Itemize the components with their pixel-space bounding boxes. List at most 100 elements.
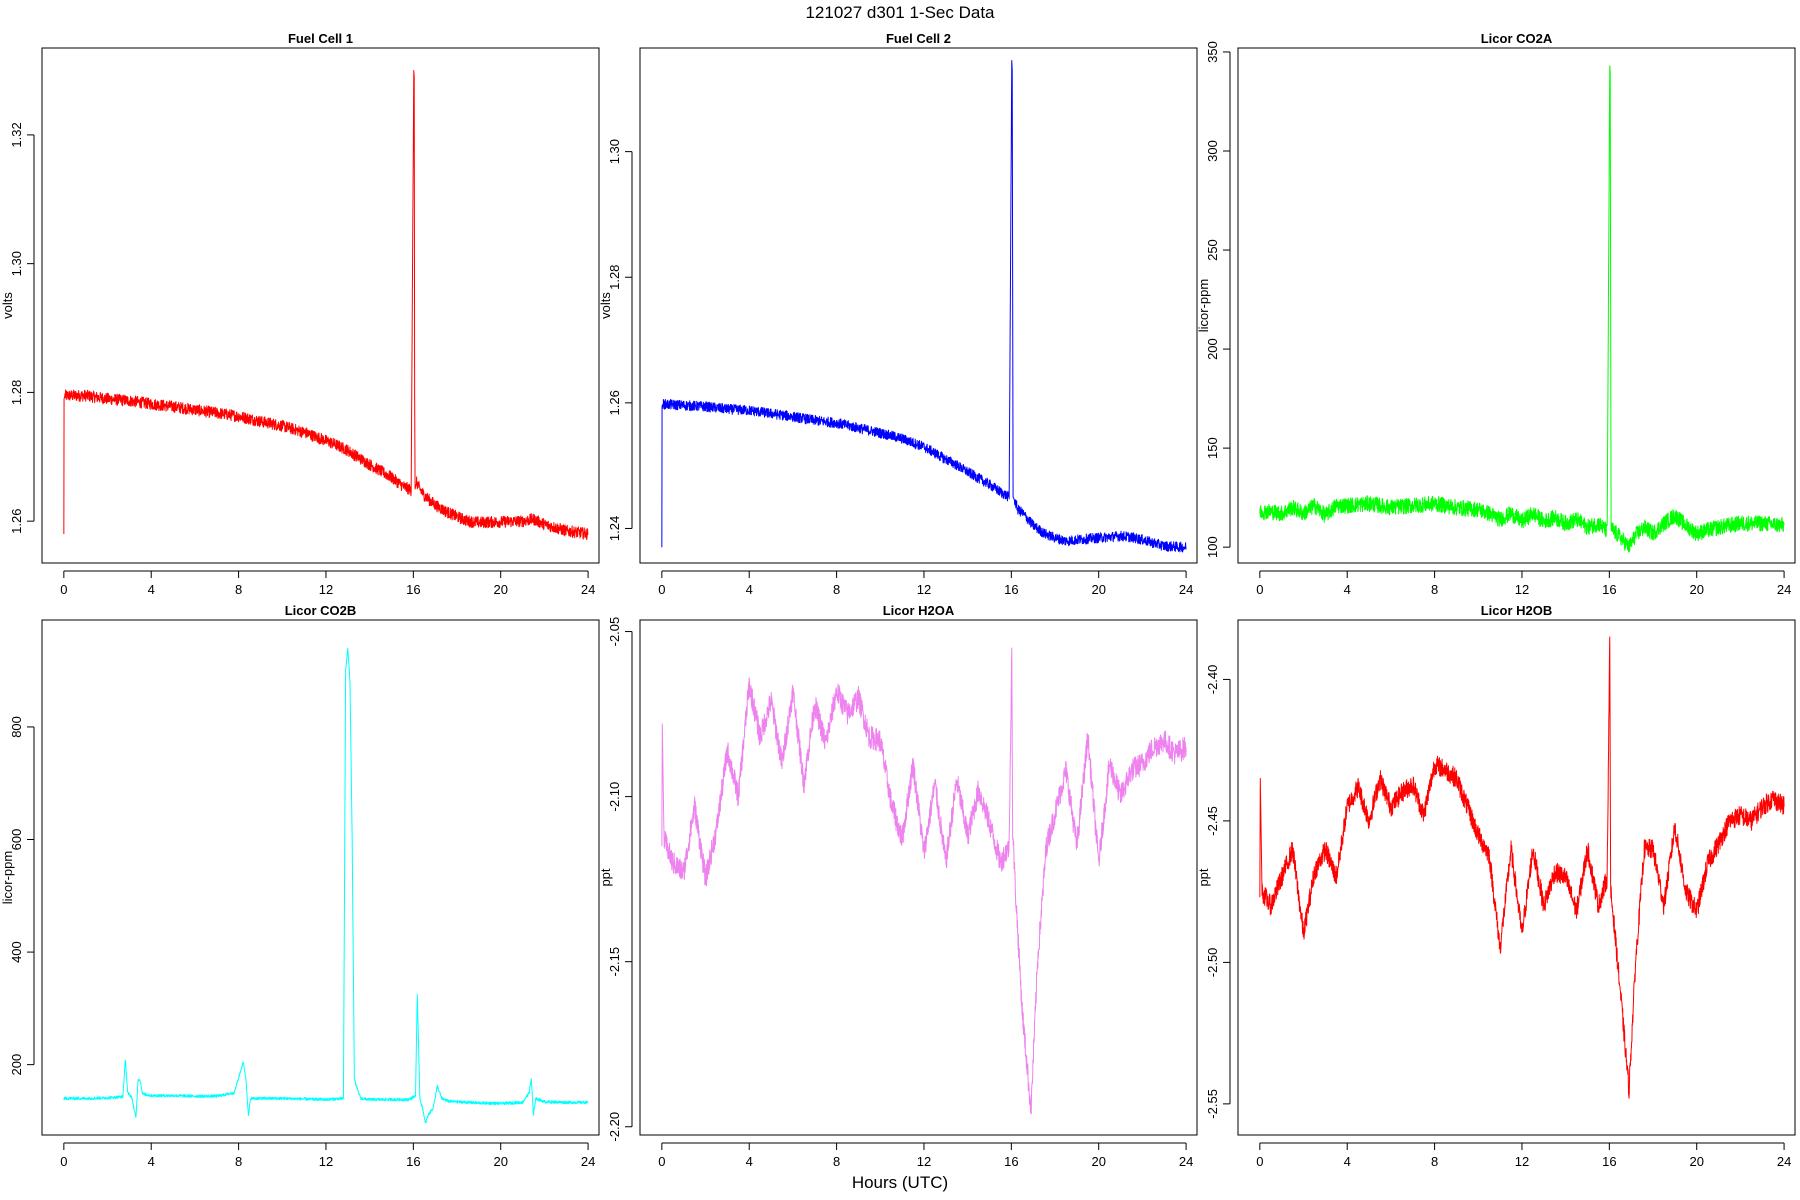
- x-tick-label: 12: [1515, 582, 1529, 597]
- y-axis-label: volts: [598, 292, 613, 319]
- x-tick-label: 16: [1004, 1154, 1018, 1169]
- x-tick-label: 20: [1689, 1154, 1703, 1169]
- y-tick-label: -2.55: [1205, 1089, 1220, 1119]
- y-tick-label: 1.30: [9, 251, 24, 276]
- x-tick-label: 0: [1256, 582, 1263, 597]
- y-axis-label: ppt: [1196, 868, 1211, 886]
- plot-frame: [639, 47, 1198, 564]
- x-tick-label: 4: [746, 1154, 753, 1169]
- x-tick-label: 24: [581, 1154, 595, 1169]
- panel-3: Licor CO2A 0 4 8 12 16 20 24 100 150 200 250 300 350 l…: [1196, 31, 1796, 597]
- y-tick-label: 400: [9, 941, 24, 963]
- panel-title: Licor CO2B: [285, 603, 357, 618]
- x-tick-label: 4: [746, 582, 753, 597]
- y-tick-label: 1.28: [9, 380, 24, 405]
- x-tick-label: 20: [1091, 1154, 1105, 1169]
- x-tick-label: 8: [1431, 582, 1438, 597]
- x-tick-label: 8: [235, 1154, 242, 1169]
- y-tick-label: -2.45: [1205, 806, 1220, 836]
- series-line-3: [1259, 65, 1785, 553]
- x-tick-label: 0: [1256, 1154, 1263, 1169]
- series-line-6: [1259, 636, 1785, 1099]
- series-line-4: [63, 647, 589, 1124]
- x-tick-label: 0: [658, 1154, 665, 1169]
- y-tick-label: 1.32: [9, 122, 24, 147]
- x-tick-label: 4: [1344, 582, 1351, 597]
- x-tick-label: 24: [1777, 582, 1791, 597]
- x-tick-label: 8: [833, 582, 840, 597]
- y-tick-label: 1.30: [607, 139, 622, 164]
- x-tick-label: 24: [1777, 1154, 1791, 1169]
- panel-4: Licor CO2B 0 4 8 12 16 20 24 200 400 600 800 licor-p…: [0, 603, 600, 1169]
- x-tick-label: 0: [658, 582, 665, 597]
- x-tick-label: 16: [1602, 1154, 1616, 1169]
- x-tick-label: 0: [60, 1154, 67, 1169]
- panel-2: Fuel Cell 2 0 4 8 12 16 20 24 1.24 1.26 1.28 1.30 vo…: [598, 31, 1198, 597]
- x-tick-label: 12: [319, 582, 333, 597]
- panels: Fuel Cell 1 0 4 8 12 16 20 24 1.26 1.28 1.30 1.32 vo…: [0, 31, 1796, 1169]
- x-tick-label: 16: [1004, 582, 1018, 597]
- x-tick-label: 8: [235, 582, 242, 597]
- y-tick-label: 350: [1205, 41, 1220, 63]
- x-tick-label: 24: [1179, 1154, 1193, 1169]
- x-tick-label: 20: [493, 1154, 507, 1169]
- x-tick-label: 16: [1602, 582, 1616, 597]
- y-tick-label: -2.40: [1205, 665, 1220, 695]
- y-tick-label: 600: [9, 829, 24, 851]
- y-tick-label: -2.05: [607, 617, 622, 647]
- x-tick-label: 20: [493, 582, 507, 597]
- y-axis-label: volts: [0, 292, 15, 319]
- y-axis-label: ppt: [598, 868, 613, 886]
- x-tick-label: 20: [1091, 582, 1105, 597]
- x-tick-label: 8: [1431, 1154, 1438, 1169]
- y-axis-label: licor-ppm: [1196, 279, 1211, 332]
- y-tick-label: 150: [1205, 437, 1220, 459]
- figure-xlabel: Hours (UTC): [852, 1173, 948, 1192]
- y-axis-label: licor-ppm: [0, 851, 15, 904]
- figure-title: 121027 d301 1-Sec Data: [805, 3, 995, 22]
- y-tick-label: 250: [1205, 239, 1220, 261]
- y-tick-label: -2.20: [607, 1112, 622, 1142]
- x-tick-label: 0: [60, 582, 67, 597]
- y-tick-label: 1.24: [607, 516, 622, 541]
- x-tick-label: 16: [406, 582, 420, 597]
- x-tick-label: 16: [406, 1154, 420, 1169]
- y-tick-label: -2.15: [607, 947, 622, 977]
- series-line-2: [661, 60, 1187, 553]
- x-tick-label: 4: [1344, 1154, 1351, 1169]
- x-tick-label: 8: [833, 1154, 840, 1169]
- plot-frame: [41, 47, 600, 564]
- y-tick-label: 200: [9, 1054, 24, 1076]
- panel-title: Licor CO2A: [1481, 31, 1553, 46]
- series-line-1: [63, 70, 589, 541]
- plot-frame: [1237, 619, 1796, 1136]
- x-tick-label: 4: [148, 1154, 155, 1169]
- panel-title: Fuel Cell 2: [886, 31, 951, 46]
- x-tick-label: 24: [1179, 582, 1193, 597]
- y-tick-label: 100: [1205, 536, 1220, 558]
- panel-5: Licor H2OA 0 4 8 12 16 20 24 -2.20 -2.15 -2.10 -2.0…: [598, 603, 1198, 1169]
- panel-6: Licor H2OB 0 4 8 12 16 20 24 -2.55 -2.50 -2.45 -2.4…: [1196, 603, 1796, 1169]
- y-tick-label: 1.28: [607, 265, 622, 290]
- panel-1: Fuel Cell 1 0 4 8 12 16 20 24 1.26 1.28 1.30 1.32 vo…: [0, 31, 600, 597]
- y-tick-label: 1.26: [607, 390, 622, 415]
- panel-title: Licor H2OB: [1481, 603, 1553, 618]
- y-tick-label: 200: [1205, 338, 1220, 360]
- x-tick-label: 12: [319, 1154, 333, 1169]
- x-tick-label: 24: [581, 582, 595, 597]
- panel-title: Fuel Cell 1: [288, 31, 353, 46]
- plot-frame: [639, 619, 1198, 1136]
- y-tick-label: 1.26: [9, 509, 24, 534]
- x-tick-label: 12: [917, 1154, 931, 1169]
- x-tick-label: 4: [148, 582, 155, 597]
- plot-frame: [41, 619, 600, 1136]
- x-tick-label: 20: [1689, 582, 1703, 597]
- y-tick-label: 300: [1205, 140, 1220, 162]
- y-tick-label: -2.50: [1205, 948, 1220, 978]
- x-tick-label: 12: [1515, 1154, 1529, 1169]
- x-tick-label: 12: [917, 582, 931, 597]
- plot-frame: [1237, 47, 1796, 564]
- y-tick-label: 800: [9, 716, 24, 738]
